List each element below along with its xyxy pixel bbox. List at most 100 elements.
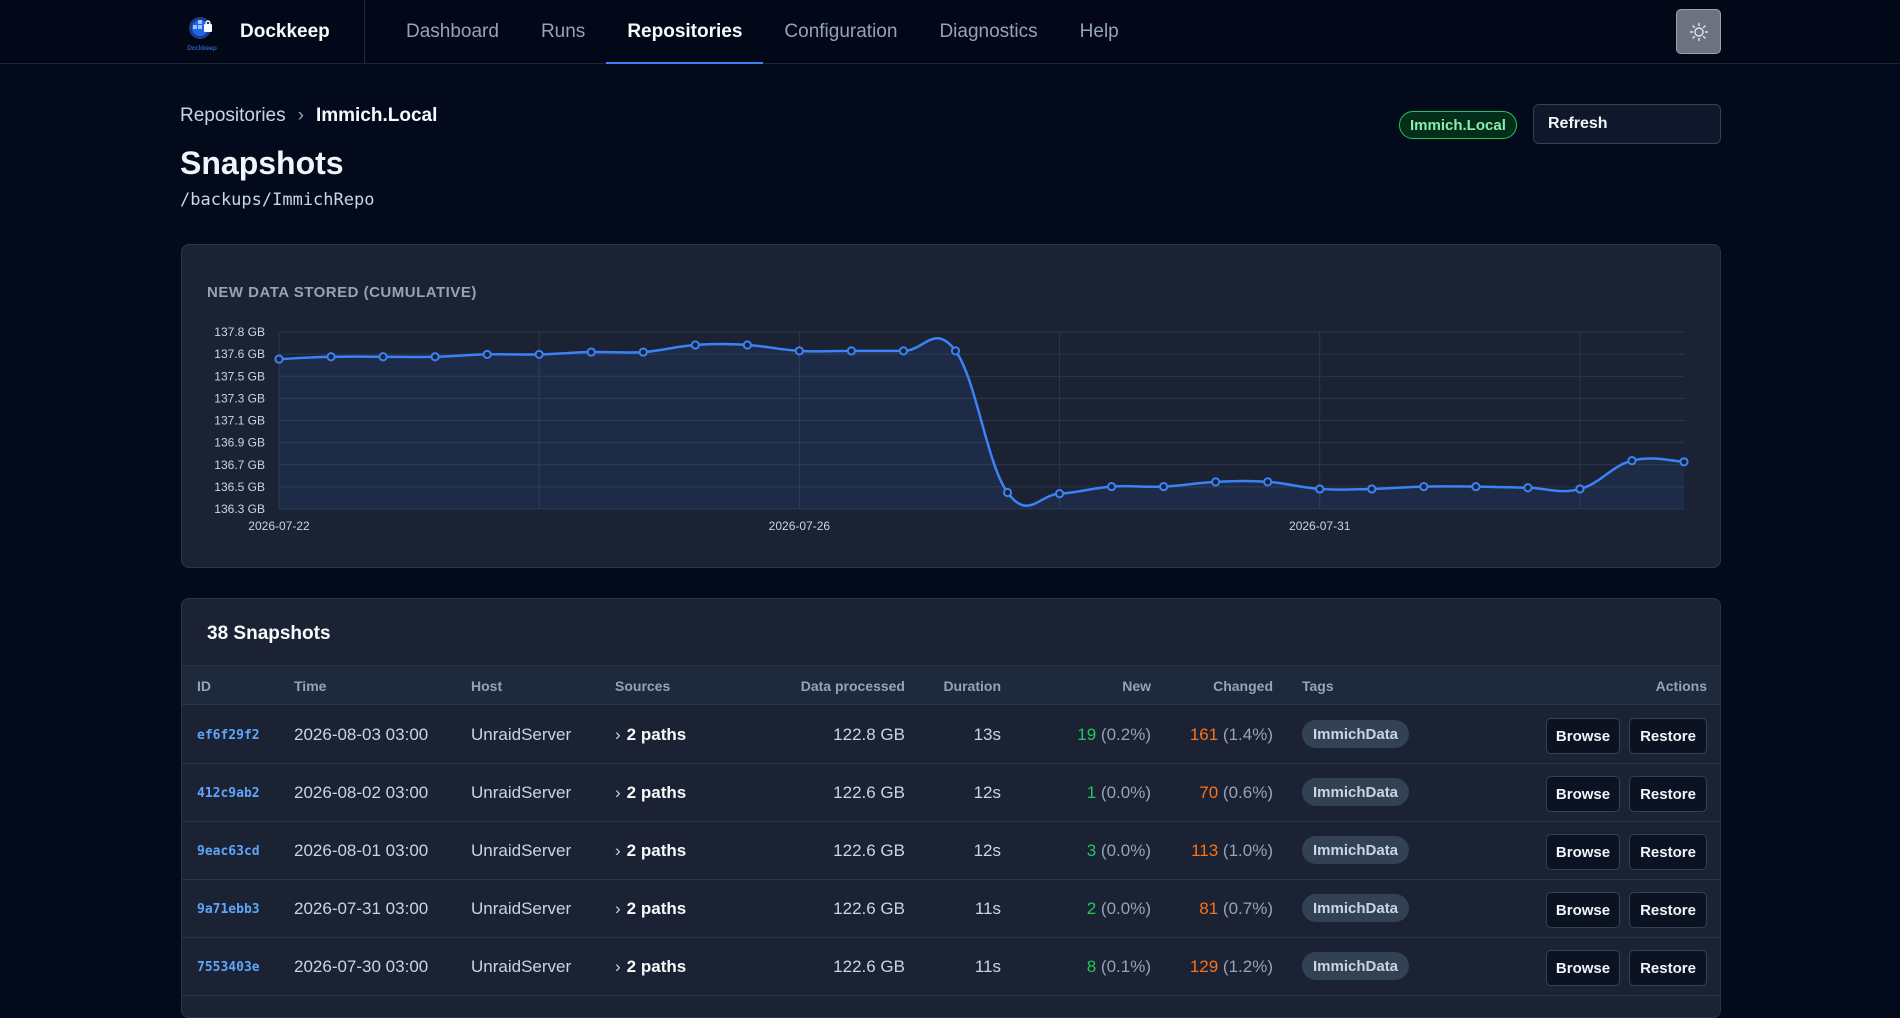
tag-badge: ImmichData	[1302, 836, 1410, 864]
restore-button[interactable]: Restore	[1629, 834, 1707, 870]
nav-help[interactable]: Help	[1079, 20, 1119, 42]
column-duration[interactable]: Duration	[943, 678, 1001, 694]
column-time[interactable]: Time	[294, 678, 327, 694]
new-count: 8	[1086, 957, 1097, 976]
tag-badge: ImmichData	[1302, 778, 1410, 806]
snapshot-id-link[interactable]: 7553403e	[197, 960, 260, 975]
snapshot-time: 2026-08-03 03:00	[294, 725, 429, 744]
data-point	[1315, 484, 1325, 494]
x-tick-label: 2026-07-31	[1289, 519, 1351, 533]
snapshot-host: UnraidServer	[471, 783, 572, 802]
new-count: 1	[1086, 783, 1097, 802]
svg-text:Dockkeep: Dockkeep	[187, 45, 217, 52]
restore-button[interactable]: Restore	[1629, 776, 1707, 812]
data-point	[378, 352, 388, 362]
data-point	[1523, 483, 1533, 493]
changed-percent: (1.2%)	[1222, 957, 1273, 976]
nav-dashboard[interactable]: Dashboard	[406, 20, 499, 42]
data-point	[1002, 487, 1013, 498]
y-tick-label: 136.7 GB	[214, 458, 265, 472]
sources-toggle[interactable]: › 2 paths	[615, 783, 686, 803]
nav-configuration[interactable]: Configuration	[784, 20, 898, 42]
column-host[interactable]: Host	[471, 678, 503, 694]
changed-percent: (0.7%)	[1222, 899, 1273, 918]
data-point	[1263, 477, 1273, 487]
sources-label: 2 paths	[626, 841, 687, 860]
restore-button[interactable]: Restore	[1629, 718, 1707, 754]
y-tick-label: 136.5 GB	[214, 480, 265, 494]
table-row: 9eac63cd 2026-08-01 03:00 UnraidServer › 2 p…	[182, 822, 1720, 880]
tag-badge: ImmichData	[1302, 720, 1410, 748]
column-changed[interactable]: Changed	[1213, 678, 1273, 694]
data-point	[1471, 481, 1481, 492]
refresh-select[interactable]: Refresh	[1533, 104, 1721, 144]
chart-card: NEW DATA STORED (CUMULATIVE) 137.8 GB 137…	[181, 244, 1721, 568]
browse-button[interactable]: Browse	[1546, 834, 1620, 870]
new-percent: (0.1%)	[1100, 957, 1151, 976]
restore-button[interactable]: Restore	[1629, 892, 1707, 928]
duration: 12s	[973, 841, 1001, 860]
column-new[interactable]: New	[1122, 678, 1151, 694]
breadcrumb-repositories-link[interactable]: Repositories	[180, 105, 286, 126]
nav-runs[interactable]: Runs	[540, 20, 586, 42]
snapshots-count-title: 38 Snapshots	[207, 623, 331, 644]
changed-percent: (0.6%)	[1222, 783, 1273, 802]
duration: 13s	[973, 725, 1001, 744]
nav-diagnostics[interactable]: Diagnostics	[939, 20, 1038, 42]
theme-toggle-button[interactable]	[1676, 9, 1721, 54]
data-point	[950, 346, 961, 356]
tag-badge: ImmichData	[1302, 894, 1410, 922]
new-percent: (0.2%)	[1100, 725, 1151, 744]
y-tick-label: 137.8 GB	[214, 325, 265, 339]
restore-button[interactable]: Restore	[1629, 950, 1707, 986]
data-point	[1419, 481, 1429, 492]
new-percent: (0.0%)	[1100, 783, 1151, 802]
column-data-processed[interactable]: Data processed	[800, 678, 905, 694]
data-processed: 122.6 GB	[833, 841, 905, 860]
new-percent: (0.0%)	[1100, 841, 1151, 860]
dockkeep-logo-icon: Dockkeep	[187, 16, 217, 52]
brand[interactable]: Dockkeep Dockkeep	[180, 0, 365, 63]
data-point	[794, 346, 804, 356]
column-sources[interactable]: Sources	[615, 678, 671, 694]
snapshot-id-link[interactable]: 412c9ab2	[197, 786, 260, 801]
sources-toggle[interactable]: › 2 paths	[615, 899, 686, 919]
new-percent: (0.0%)	[1100, 899, 1151, 918]
data-point	[1627, 456, 1637, 466]
data-point	[1159, 481, 1169, 492]
snapshot-id-link[interactable]: 9a71ebb3	[197, 902, 260, 917]
sources-label: 2 paths	[626, 957, 687, 976]
browse-button[interactable]: Browse	[1546, 950, 1620, 986]
nav-repositories[interactable]: Repositories	[606, 0, 764, 64]
snapshot-id-link[interactable]: 9eac63cd	[197, 844, 260, 859]
data-point	[326, 352, 336, 362]
data-point	[1575, 484, 1585, 494]
browse-button[interactable]: Browse	[1546, 776, 1620, 812]
breadcrumb-separator: ›	[297, 105, 304, 126]
sources-toggle[interactable]: › 2 paths	[615, 841, 686, 861]
browse-button[interactable]: Browse	[1546, 892, 1620, 928]
snapshot-id-link[interactable]: ef6f29f2	[197, 728, 260, 743]
changed-count: 161	[1189, 725, 1219, 744]
data-point	[898, 346, 909, 356]
data-point	[586, 347, 596, 357]
changed-files: 129 (1.2%)	[1190, 957, 1273, 977]
changed-count: 129	[1189, 957, 1219, 976]
snapshot-time: 2026-07-30 03:00	[294, 957, 429, 976]
data-point	[638, 347, 648, 357]
duration: 11s	[974, 957, 1001, 976]
table-row: 412c9ab2 2026-08-02 03:00 UnraidServer › 2 p…	[182, 764, 1720, 822]
browse-button[interactable]: Browse	[1546, 718, 1620, 754]
new-count: 3	[1086, 841, 1097, 860]
page-title: Snapshots	[180, 145, 344, 181]
data-point	[742, 340, 752, 350]
data-point	[1054, 489, 1065, 499]
column-id[interactable]: ID	[197, 678, 211, 694]
sources-toggle[interactable]: › 2 paths	[615, 725, 686, 745]
y-tick-label: 136.9 GB	[214, 436, 265, 450]
chart-title: NEW DATA STORED (CUMULATIVE)	[207, 284, 477, 301]
sources-toggle[interactable]: › 2 paths	[615, 957, 686, 977]
chevron-right-icon: ›	[615, 899, 621, 918]
column-actions: Actions	[1655, 678, 1707, 694]
new-files: 3 (0.0%)	[1087, 841, 1151, 861]
